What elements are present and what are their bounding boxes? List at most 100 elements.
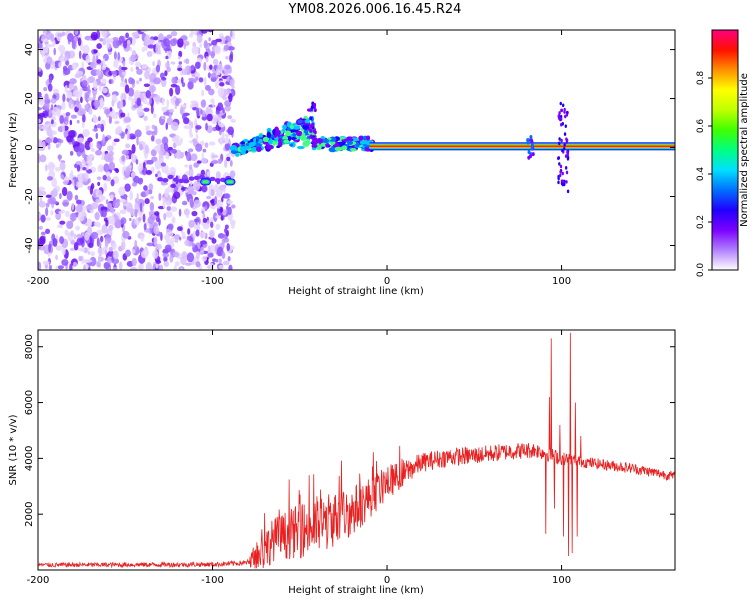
spectrogram-noise-blob <box>229 30 233 38</box>
spectrogram-noise-blob <box>88 242 94 249</box>
spectrogram-noise-blob <box>120 99 124 109</box>
spectrogram-noise-blob <box>135 158 139 165</box>
spectrogram-spike-blob <box>559 170 562 174</box>
spectrogram-spike-blob <box>561 121 565 126</box>
spectrogram-noise-blob <box>226 205 229 212</box>
spectrogram-noise-blob <box>180 256 187 266</box>
spectrogram-noise-blob <box>166 206 172 211</box>
spectrogram-noise-blob <box>206 125 213 134</box>
spectrogram-noise-blob <box>84 104 88 111</box>
spectrogram-noise-blob <box>196 34 203 44</box>
spectrogram-noise-blob <box>96 143 101 149</box>
spectrogram-noise-blob <box>210 205 216 210</box>
spectrogram-noise-blob <box>98 241 102 248</box>
spectrogram-noise-blob <box>74 30 79 35</box>
spectrogram-noise-blob <box>163 111 169 116</box>
spectrogram-noise-blob <box>200 30 208 34</box>
spectrogram-noise-blob <box>177 67 183 71</box>
spectrogram-noise-blob <box>90 231 99 240</box>
spectrogram-noise-blob <box>104 108 111 115</box>
spectrogram-spike-blob <box>565 170 569 175</box>
spectrogram-noise-blob <box>211 238 217 244</box>
spectrogram-noise-blob <box>182 117 190 125</box>
spectrogram-noise-blob <box>201 116 208 121</box>
spectrogram-noise-blob <box>81 75 87 79</box>
spectrogram-noise-blob <box>72 89 80 98</box>
spectrogram-noise-blob <box>144 198 150 205</box>
spectrogram-noise-blob <box>143 83 151 87</box>
spectrogram-noise-blob <box>45 43 48 54</box>
spectrogram-ramp-blob <box>289 143 294 147</box>
spectrogram-noise-blob <box>191 210 198 217</box>
spectrogram-noise-blob <box>169 166 177 176</box>
spectrogram-noise-blob <box>151 156 158 162</box>
spectrogram-band-blob <box>311 139 320 145</box>
spectrogram-noise-blob <box>118 261 123 270</box>
spectrogram-noise-blob <box>193 218 200 223</box>
spectrogram-noise-blob <box>91 202 99 210</box>
spectrogram-noise-blob <box>75 199 82 205</box>
spectrogram-noise-blob <box>122 60 126 67</box>
spectrogram-noise-blob <box>163 260 170 267</box>
spectrogram-spike-blob <box>562 182 566 187</box>
spectrogram-noise-blob <box>187 148 194 153</box>
spectrogram-noise-blob <box>102 174 107 181</box>
spectrogram-noise-blob <box>222 260 230 266</box>
spectrogram-ramp-blob <box>230 150 237 154</box>
spectrogram-noise-blob <box>87 84 91 93</box>
spectrogram-noise-blob <box>107 202 113 209</box>
spectrogram-noise-blob <box>132 104 140 109</box>
spectrogram-noise-blob <box>186 252 195 263</box>
spectrogram-noise-blob <box>77 211 85 222</box>
spectrogram-noise-blob <box>150 105 154 114</box>
spectrogram-noise-blob <box>206 195 212 200</box>
spectrogram-noise-blob <box>101 64 107 71</box>
spectrogram-noise-blob <box>62 180 69 185</box>
spectrogram-noise-blob <box>120 112 126 118</box>
spectrogram-noise-blob <box>186 185 195 195</box>
spectrogram-noise-blob <box>97 247 105 256</box>
spectrogram-noise-blob <box>74 176 77 187</box>
spectrogram-ramp-blob <box>245 142 250 147</box>
spectrogram-noise-blob <box>130 153 136 162</box>
spectrogram-noise-blob <box>46 127 53 137</box>
spectrogram-noise-blob <box>166 44 171 52</box>
spectrogram-noise-blob <box>136 97 142 107</box>
spectrogram-noise-blob <box>85 165 89 171</box>
spectrogram-noise-blob <box>165 122 169 130</box>
spectrogram-spike-blob <box>563 143 566 147</box>
spectrogram-noise-blob <box>178 208 182 217</box>
spectrogram-y-tick-label: -40 <box>24 237 35 253</box>
spectrogram-noise-blob <box>131 249 136 254</box>
spectrogram-noise-blob <box>178 50 183 58</box>
spectrogram-noise-blob <box>215 80 219 89</box>
spectrogram-noise-blob <box>150 195 154 200</box>
spectrogram-x-tick-label: 100 <box>552 276 571 287</box>
spectrogram-noise-blob <box>200 249 205 254</box>
spectrogram-noise-blob <box>214 195 218 205</box>
spectrogram-noise-blob <box>131 143 136 154</box>
spectrogram-noise-blob <box>170 30 178 37</box>
spectrogram-noise-blob <box>209 176 216 182</box>
spectrogram-noise-blob <box>227 256 231 262</box>
spectrogram-noise-blob <box>208 37 211 42</box>
colorbar-label: Normalized spectral amplitude <box>739 73 750 227</box>
spectrogram-noise-blob <box>218 264 224 270</box>
spectrogram-noise-blob <box>69 78 77 85</box>
spectrogram-y-tick-label: 0 <box>24 144 35 150</box>
spectrogram-ramp-blob <box>241 146 245 150</box>
spectrogram-noise-blob <box>166 34 173 39</box>
snr-x-tick-label: -200 <box>27 575 50 586</box>
spectrogram-noise-blob <box>162 198 166 209</box>
spectrogram-noise-blob <box>90 61 97 69</box>
spectrogram-noise-blob <box>86 218 93 228</box>
snr-y-tick-label: 4000 <box>24 446 35 471</box>
spectrogram-spike-blob <box>564 124 568 128</box>
spectrogram-noise-blob <box>201 255 208 262</box>
spectrogram-noise-blob <box>69 150 74 156</box>
spectrogram-noise-blob <box>46 56 53 65</box>
spectrogram-noise-blob <box>70 114 78 119</box>
spectrogram-noise-blob <box>60 174 65 180</box>
spectrogram-noise-blob <box>180 106 184 116</box>
